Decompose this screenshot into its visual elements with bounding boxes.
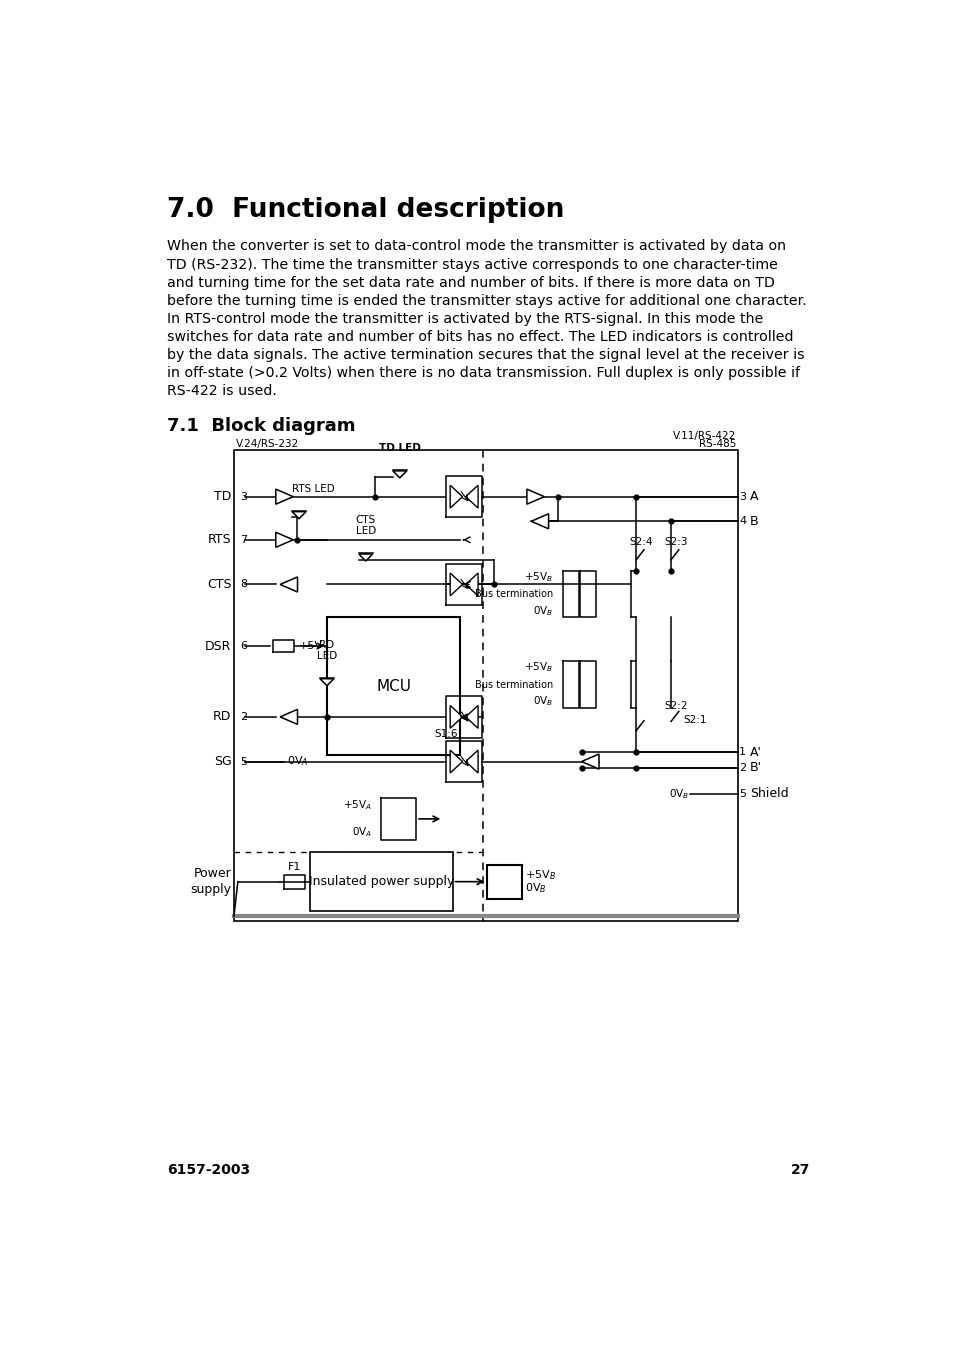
Text: 7.0  Functional description: 7.0 Functional description — [167, 198, 564, 223]
Text: RD: RD — [213, 711, 232, 723]
Text: 1: 1 — [739, 747, 745, 757]
Text: In RTS-control mode the transmitter is activated by the RTS-signal. In this mode: In RTS-control mode the transmitter is a… — [167, 311, 762, 326]
Text: S2:3: S2:3 — [663, 538, 687, 547]
Text: and turning time for the set data rate and number of bits. If there is more data: and turning time for the set data rate a… — [167, 276, 775, 290]
Text: When the converter is set to data-control mode the transmitter is activated by d: When the converter is set to data-contro… — [167, 240, 785, 253]
Text: in off-state (>0.2 Volts) when there is no data transmission. Full duplex is onl: in off-state (>0.2 Volts) when there is … — [167, 366, 800, 380]
Text: DSR: DSR — [205, 639, 232, 653]
Polygon shape — [393, 471, 406, 478]
Text: Bus termination: Bus termination — [475, 589, 553, 598]
Polygon shape — [319, 678, 334, 685]
Text: 5: 5 — [739, 789, 745, 799]
Text: MCU: MCU — [375, 678, 411, 693]
Text: CTS: CTS — [207, 578, 232, 590]
Text: 27: 27 — [790, 1163, 810, 1178]
Polygon shape — [450, 485, 462, 508]
Text: 0V$_B$: 0V$_B$ — [525, 881, 546, 895]
Polygon shape — [465, 750, 477, 773]
Text: 3: 3 — [240, 492, 247, 502]
Text: B': B' — [749, 761, 761, 774]
Bar — [233, 451, 737, 921]
Text: S2:2: S2:2 — [663, 701, 687, 711]
Text: before the turning time is ended the transmitter stays active for additional one: before the turning time is ended the tra… — [167, 294, 806, 307]
Text: Power
supply: Power supply — [191, 867, 232, 896]
Text: 6157-2003: 6157-2003 — [167, 1163, 250, 1178]
Polygon shape — [280, 577, 297, 592]
Polygon shape — [280, 709, 297, 724]
Bar — [487, 865, 521, 899]
Polygon shape — [465, 573, 477, 596]
Text: RD
LED: RD LED — [316, 640, 336, 661]
Polygon shape — [581, 754, 598, 769]
Polygon shape — [450, 750, 462, 773]
Text: TD (RS-232). The time the transmitter stays active corresponds to one character-: TD (RS-232). The time the transmitter st… — [167, 257, 778, 272]
Text: TD: TD — [214, 490, 232, 504]
Polygon shape — [531, 513, 548, 529]
Bar — [327, 617, 459, 756]
Text: 0V$_B$: 0V$_B$ — [533, 695, 553, 708]
Text: CTS
LED: CTS LED — [355, 515, 375, 536]
Text: 6: 6 — [240, 640, 247, 651]
Polygon shape — [465, 705, 477, 728]
Text: 3: 3 — [739, 492, 745, 502]
Text: V.24/RS-232: V.24/RS-232 — [235, 439, 298, 450]
Polygon shape — [358, 554, 373, 561]
Polygon shape — [450, 573, 462, 596]
Polygon shape — [275, 532, 293, 547]
Text: SG: SG — [213, 756, 232, 768]
Text: TD LED: TD LED — [378, 443, 420, 452]
Text: 7.1  Block diagram: 7.1 Block diagram — [167, 417, 355, 435]
Text: 0V$_A$: 0V$_A$ — [286, 754, 308, 769]
Text: A': A' — [749, 746, 761, 758]
Text: 0V$_A$: 0V$_A$ — [352, 826, 372, 839]
Text: by the data signals. The active termination secures that the signal level at the: by the data signals. The active terminat… — [167, 348, 804, 362]
Text: RS-422 is used.: RS-422 is used. — [167, 385, 277, 398]
Text: S2:1: S2:1 — [682, 715, 706, 724]
Text: V.11/RS-422: V.11/RS-422 — [672, 431, 736, 441]
Text: switches for data rate and number of bits has no effect. The LED indicators is c: switches for data rate and number of bit… — [167, 330, 793, 344]
Text: 2: 2 — [739, 762, 745, 773]
Text: 0V$_B$: 0V$_B$ — [533, 604, 553, 617]
Polygon shape — [275, 489, 293, 504]
Text: 4: 4 — [739, 516, 745, 527]
Text: +5V$_A$: +5V$_A$ — [342, 799, 372, 812]
Text: S2:4: S2:4 — [628, 538, 652, 547]
Text: 5: 5 — [240, 757, 247, 766]
Text: Bus termination: Bus termination — [475, 680, 553, 689]
Text: RS-485: RS-485 — [698, 439, 736, 450]
Text: S1:6: S1:6 — [435, 730, 457, 739]
Text: F1: F1 — [288, 862, 301, 872]
Text: Shield: Shield — [749, 788, 788, 800]
Polygon shape — [292, 512, 306, 519]
Text: B: B — [749, 515, 758, 528]
Polygon shape — [450, 705, 462, 728]
Text: 2: 2 — [240, 712, 247, 722]
Text: +5V$_B$: +5V$_B$ — [523, 570, 553, 584]
Text: 8: 8 — [240, 580, 247, 589]
Text: A: A — [749, 490, 758, 504]
Polygon shape — [526, 489, 544, 504]
Text: +5V$_B$: +5V$_B$ — [525, 868, 556, 881]
Text: +5V$_B$: +5V$_B$ — [523, 661, 553, 674]
Bar — [310, 853, 452, 911]
Text: +5V: +5V — [298, 640, 323, 651]
Text: 7: 7 — [240, 535, 247, 544]
Text: RTS: RTS — [208, 533, 232, 546]
Polygon shape — [465, 485, 477, 508]
Text: RTS LED: RTS LED — [292, 483, 334, 494]
Text: Insulated power supply: Insulated power supply — [308, 875, 454, 888]
Text: 0V$_B$: 0V$_B$ — [669, 787, 689, 800]
